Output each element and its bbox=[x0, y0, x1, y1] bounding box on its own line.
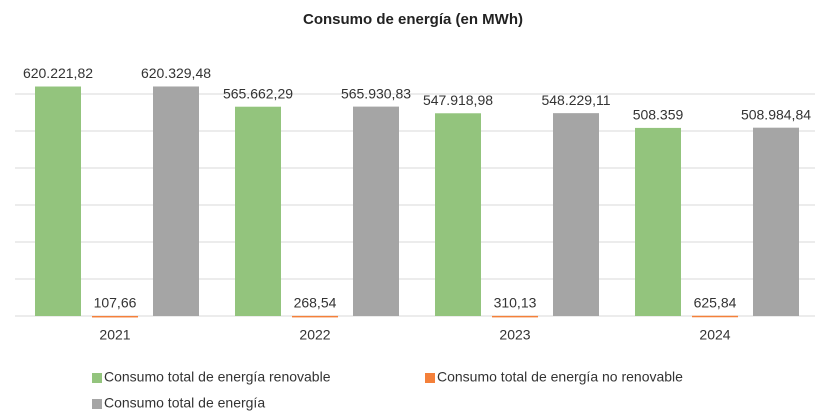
legend-swatch bbox=[92, 373, 102, 383]
bar bbox=[235, 106, 281, 316]
x-tick-label: 2023 bbox=[499, 327, 530, 343]
bar bbox=[492, 315, 538, 318]
bar bbox=[753, 127, 799, 317]
data-label: 508.359 bbox=[633, 107, 684, 123]
legend-label: Consumo total de energía renovable bbox=[104, 369, 331, 385]
data-label: 565.662,29 bbox=[223, 85, 293, 101]
chart-title: Consumo de energía (en MWh) bbox=[303, 11, 523, 28]
legend-swatch bbox=[92, 399, 102, 409]
bar bbox=[353, 106, 399, 316]
legend-swatch bbox=[425, 373, 435, 383]
bar bbox=[635, 127, 681, 317]
legend-label: Consumo total de energía no renovable bbox=[437, 369, 683, 385]
bar bbox=[35, 86, 81, 316]
bar bbox=[435, 113, 481, 316]
data-label: 268,54 bbox=[294, 295, 337, 311]
data-label: 620.329,48 bbox=[141, 65, 211, 81]
x-tick-label: 2021 bbox=[99, 327, 130, 343]
data-label: 547.918,98 bbox=[423, 92, 493, 108]
x-tick-label: 2024 bbox=[699, 327, 730, 343]
data-label: 625,84 bbox=[694, 294, 737, 310]
data-label: 548.229,11 bbox=[541, 92, 610, 108]
bar bbox=[292, 315, 338, 318]
legend-label: Consumo total de energía bbox=[104, 395, 265, 411]
data-label: 565.930,83 bbox=[341, 85, 411, 101]
data-label: 620.221,82 bbox=[23, 65, 93, 81]
bar bbox=[692, 315, 738, 318]
data-label: 508.984,84 bbox=[741, 106, 811, 122]
x-tick-label: 2022 bbox=[299, 327, 330, 343]
bar bbox=[92, 315, 138, 318]
bar bbox=[153, 86, 199, 317]
bar bbox=[553, 113, 599, 316]
data-label: 107,66 bbox=[94, 295, 137, 311]
data-label: 310,13 bbox=[494, 295, 537, 311]
